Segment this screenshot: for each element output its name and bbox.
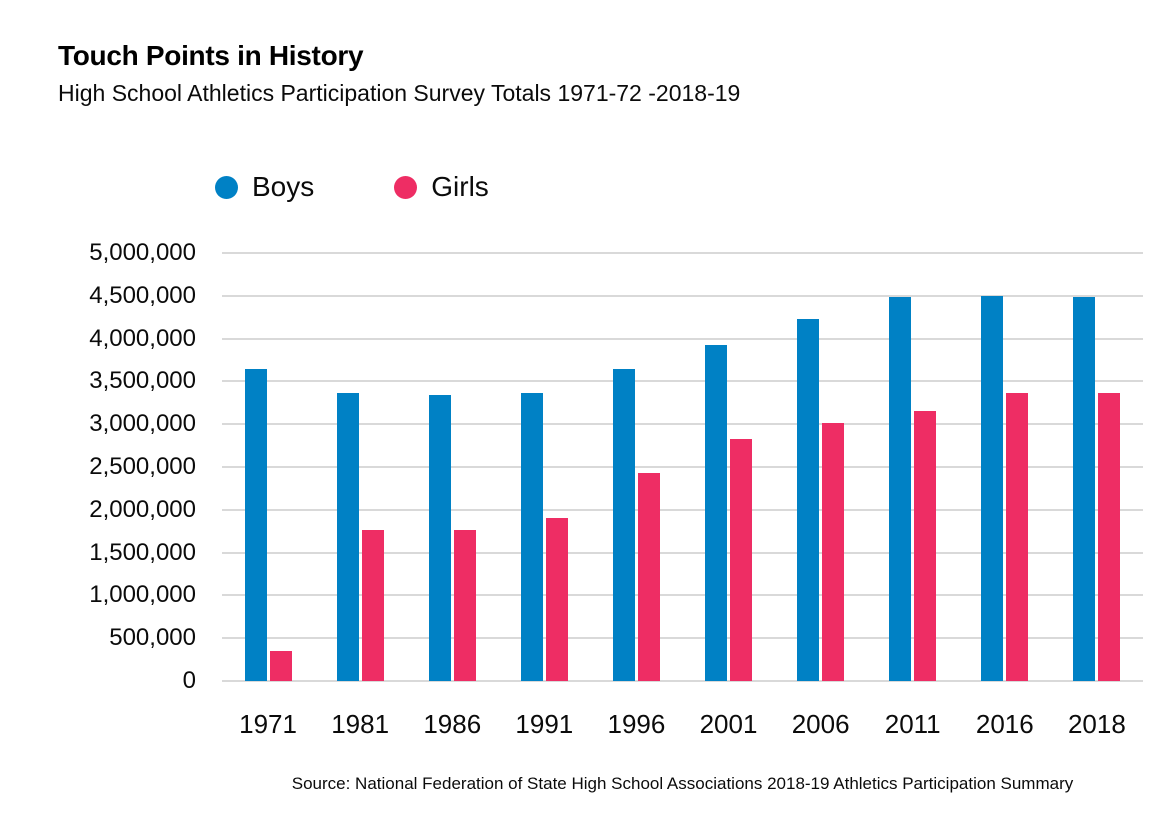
x-axis-labels: 1971 1981 1986 1991 1996 2001 2006 2011 2016 2018 [222,709,1143,740]
gridline [222,380,1143,383]
x-tick-label-1981: 1981 [331,709,390,739]
y-tick-label: 2,000,000 [89,495,196,523]
x-tick-label-2016: 2016 [975,709,1034,739]
gridline [222,551,1143,554]
legend-label-boys: Boys [252,171,315,202]
plot-area [222,252,1143,682]
bar-boys-1996 [612,368,635,681]
bar-boys-2011 [889,296,912,681]
y-tick-label: 1,500,000 [89,538,196,566]
bar-boys-2018 [1073,296,1096,681]
y-tick-label: 0 [182,667,196,694]
bar-girls-1991 [545,517,568,681]
gridline [222,294,1143,297]
gridline [222,637,1143,640]
bar-girls-2016 [1006,392,1029,681]
gridline [222,680,1143,682]
y-tick-label: 4,000,000 [89,324,196,352]
legend: Boys Girls [215,171,489,203]
y-axis-labels: 0 500,000 1,000,000 1,500,000 2,000,000 2,500… [0,239,196,694]
y-tick-label: 2,500,000 [89,453,196,480]
bar-girls-1981 [361,530,384,681]
legend-swatch-boys-icon [215,175,238,199]
x-tick-label-2006: 2006 [791,709,850,739]
bar-boys-1986 [428,395,451,681]
y-tick-label: 4,500,000 [89,281,196,309]
bar-group-1986 [406,253,498,681]
bar-girls-2018 [1098,392,1121,681]
x-tick-label-1996: 1996 [607,709,666,739]
legend-swatch-girls-icon [394,175,418,199]
bar-girls-2001 [730,438,753,681]
y-tick-label: 500,000 [109,624,196,652]
chart-title: Touch Points in History [58,40,364,71]
bar-groups [222,253,1143,681]
y-tick-label: 5,000,000 [89,239,196,266]
bar-group-2006 [775,253,867,681]
x-tick-label-1971: 1971 [239,709,297,739]
bar-girls-1986 [453,530,476,681]
x-tick-label-2011: 2011 [884,709,941,739]
x-tick-label-1991: 1991 [515,709,574,739]
bar-group-1996 [590,253,682,681]
y-tick-label: 1,000,000 [89,581,196,609]
bar-group-1971 [222,253,314,681]
gridline [222,337,1143,340]
bar-boys-2001 [705,344,728,681]
chart-subtitle: High School Athletics Participation Surv… [58,80,741,106]
bar-boys-2006 [797,318,820,681]
y-tick-label: 3,500,000 [89,367,196,395]
gridline [222,594,1143,597]
x-tick-label-2001: 2001 [699,709,758,739]
bar-girls-1996 [637,473,660,681]
bar-girls-1971 [269,651,292,681]
bar-group-2011 [867,253,959,681]
bar-girls-2006 [822,423,845,681]
legend-item-girls: Girls [394,171,489,203]
gridline [222,508,1143,511]
gridline [222,466,1143,468]
bar-girls-2011 [914,410,937,681]
bar-group-1991 [498,253,590,681]
bar-boys-1981 [336,392,359,681]
x-tick-label-1986: 1986 [423,709,482,739]
legend-item-boys: Boys [215,171,314,203]
source-note: Source: National Federation of State Hig… [291,774,1074,793]
bar-group-2016 [959,253,1051,681]
bar-boys-2016 [981,295,1004,681]
gridline [222,423,1143,426]
legend-label-girls: Girls [431,171,489,202]
y-tick-label: 3,000,000 [89,410,196,438]
bar-group-2018 [1051,253,1143,681]
gridline [222,252,1143,254]
bar-group-1981 [314,253,406,681]
bar-boys-1971 [244,368,267,681]
bar-group-2001 [682,253,774,681]
bar-boys-1991 [520,392,543,681]
x-tick-label-2018: 2018 [1067,709,1126,739]
